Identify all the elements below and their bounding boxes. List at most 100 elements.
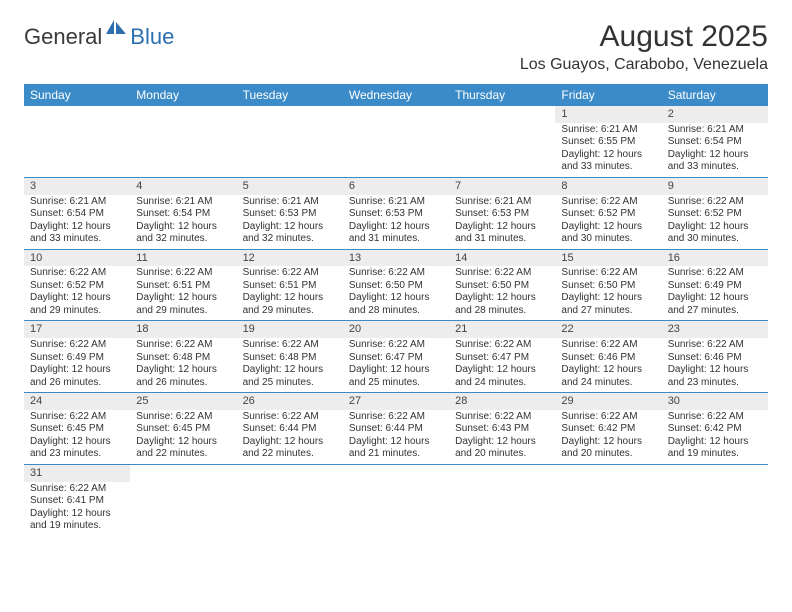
daylight-text-1: Daylight: 12 hours xyxy=(136,221,230,234)
day-number: 30 xyxy=(662,393,768,410)
day-number: 9 xyxy=(662,178,768,195)
daynum-cell: 8 xyxy=(555,177,661,194)
day-cell-body: Sunrise: 6:21 AMSunset: 6:54 PMDaylight:… xyxy=(662,123,768,177)
sunset-text: Sunset: 6:47 PM xyxy=(349,352,443,365)
weekday-header: Thursday xyxy=(449,84,555,106)
day-cell xyxy=(237,123,343,178)
daynum-cell: 30 xyxy=(662,393,768,410)
daylight-text-1: Daylight: 12 hours xyxy=(455,292,549,305)
day-cell-body: Sunrise: 6:22 AMSunset: 6:42 PMDaylight:… xyxy=(555,410,661,464)
day-cell-body: Sunrise: 6:22 AMSunset: 6:46 PMDaylight:… xyxy=(555,338,661,392)
day-number: 11 xyxy=(130,250,236,267)
daynum-row: 24252627282930 xyxy=(24,393,768,410)
daylight-text-2: and 22 minutes. xyxy=(243,448,337,461)
day-cell-body: Sunrise: 6:21 AMSunset: 6:53 PMDaylight:… xyxy=(237,195,343,249)
daylight-text-2: and 25 minutes. xyxy=(243,377,337,390)
sunrise-text: Sunrise: 6:22 AM xyxy=(349,339,443,352)
day-cell: Sunrise: 6:21 AMSunset: 6:54 PMDaylight:… xyxy=(662,123,768,178)
day-number: 25 xyxy=(130,393,236,410)
day-cell-body xyxy=(343,123,449,140)
sunset-text: Sunset: 6:53 PM xyxy=(243,208,337,221)
daylight-text-1: Daylight: 12 hours xyxy=(668,149,762,162)
day-cell-body: Sunrise: 6:22 AMSunset: 6:50 PMDaylight:… xyxy=(449,266,555,320)
daynum-row: 3456789 xyxy=(24,177,768,194)
daylight-text-2: and 33 minutes. xyxy=(30,233,124,246)
sunrise-text: Sunrise: 6:22 AM xyxy=(561,339,655,352)
daynum-cell: 22 xyxy=(555,321,661,338)
sunset-text: Sunset: 6:42 PM xyxy=(668,423,762,436)
sunset-text: Sunset: 6:54 PM xyxy=(136,208,230,221)
day-cell: Sunrise: 6:21 AMSunset: 6:53 PMDaylight:… xyxy=(449,195,555,250)
day-cell: Sunrise: 6:22 AMSunset: 6:44 PMDaylight:… xyxy=(343,410,449,465)
daynum-cell xyxy=(662,464,768,481)
sunrise-text: Sunrise: 6:22 AM xyxy=(455,339,549,352)
day-cell xyxy=(130,123,236,178)
day-cell-body: Sunrise: 6:22 AMSunset: 6:44 PMDaylight:… xyxy=(343,410,449,464)
sunrise-text: Sunrise: 6:22 AM xyxy=(136,339,230,352)
daylight-text-2: and 32 minutes. xyxy=(243,233,337,246)
empty-day-number xyxy=(662,465,768,482)
day-cell: Sunrise: 6:22 AMSunset: 6:42 PMDaylight:… xyxy=(662,410,768,465)
daylight-text-2: and 24 minutes. xyxy=(561,377,655,390)
daylight-text-1: Daylight: 12 hours xyxy=(668,221,762,234)
day-cell-body: Sunrise: 6:22 AMSunset: 6:41 PMDaylight:… xyxy=(24,482,130,536)
daynum-cell xyxy=(24,106,130,123)
week-row: Sunrise: 6:22 AMSunset: 6:49 PMDaylight:… xyxy=(24,338,768,393)
day-cell: Sunrise: 6:22 AMSunset: 6:48 PMDaylight:… xyxy=(130,338,236,393)
sunrise-text: Sunrise: 6:21 AM xyxy=(455,196,549,209)
daylight-text-2: and 22 minutes. xyxy=(136,448,230,461)
day-number: 23 xyxy=(662,321,768,338)
daynum-cell: 9 xyxy=(662,177,768,194)
empty-day-number xyxy=(449,106,555,123)
sunrise-text: Sunrise: 6:22 AM xyxy=(668,267,762,280)
day-number: 12 xyxy=(237,250,343,267)
day-cell xyxy=(449,123,555,178)
daylight-text-1: Daylight: 12 hours xyxy=(30,436,124,449)
daynum-cell: 27 xyxy=(343,393,449,410)
daylight-text-2: and 24 minutes. xyxy=(455,377,549,390)
day-cell-body: Sunrise: 6:22 AMSunset: 6:52 PMDaylight:… xyxy=(662,195,768,249)
daynum-row: 10111213141516 xyxy=(24,249,768,266)
day-cell: Sunrise: 6:22 AMSunset: 6:45 PMDaylight:… xyxy=(24,410,130,465)
day-number: 22 xyxy=(555,321,661,338)
day-cell-body xyxy=(237,123,343,140)
title-block: August 2025 Los Guayos, Carabobo, Venezu… xyxy=(520,20,768,74)
daylight-text-1: Daylight: 12 hours xyxy=(668,436,762,449)
day-cell-body: Sunrise: 6:21 AMSunset: 6:53 PMDaylight:… xyxy=(343,195,449,249)
daylight-text-1: Daylight: 12 hours xyxy=(455,221,549,234)
sunset-text: Sunset: 6:53 PM xyxy=(455,208,549,221)
empty-day-number xyxy=(237,106,343,123)
sunset-text: Sunset: 6:51 PM xyxy=(243,280,337,293)
sunset-text: Sunset: 6:47 PM xyxy=(455,352,549,365)
daylight-text-1: Daylight: 12 hours xyxy=(30,292,124,305)
daylight-text-1: Daylight: 12 hours xyxy=(30,364,124,377)
daynum-cell: 21 xyxy=(449,321,555,338)
daylight-text-2: and 20 minutes. xyxy=(455,448,549,461)
daynum-cell: 24 xyxy=(24,393,130,410)
day-cell-body: Sunrise: 6:22 AMSunset: 6:47 PMDaylight:… xyxy=(343,338,449,392)
day-cell-body: Sunrise: 6:22 AMSunset: 6:50 PMDaylight:… xyxy=(555,266,661,320)
day-number: 29 xyxy=(555,393,661,410)
daynum-cell: 23 xyxy=(662,321,768,338)
day-cell-body: Sunrise: 6:22 AMSunset: 6:52 PMDaylight:… xyxy=(24,266,130,320)
day-cell-body: Sunrise: 6:22 AMSunset: 6:45 PMDaylight:… xyxy=(24,410,130,464)
daylight-text-1: Daylight: 12 hours xyxy=(561,436,655,449)
sunset-text: Sunset: 6:43 PM xyxy=(455,423,549,436)
day-cell xyxy=(343,482,449,536)
day-cell: Sunrise: 6:22 AMSunset: 6:52 PMDaylight:… xyxy=(24,266,130,321)
empty-day-number xyxy=(343,465,449,482)
weekday-header: Friday xyxy=(555,84,661,106)
day-number: 28 xyxy=(449,393,555,410)
daylight-text-2: and 32 minutes. xyxy=(136,233,230,246)
day-cell-body xyxy=(555,482,661,499)
daylight-text-1: Daylight: 12 hours xyxy=(455,364,549,377)
day-cell-body: Sunrise: 6:21 AMSunset: 6:54 PMDaylight:… xyxy=(24,195,130,249)
weekday-header: Saturday xyxy=(662,84,768,106)
daylight-text-1: Daylight: 12 hours xyxy=(136,436,230,449)
sunrise-text: Sunrise: 6:21 AM xyxy=(349,196,443,209)
daynum-cell: 28 xyxy=(449,393,555,410)
sunset-text: Sunset: 6:50 PM xyxy=(349,280,443,293)
sunrise-text: Sunrise: 6:21 AM xyxy=(243,196,337,209)
sail-icon xyxy=(106,20,128,41)
sunset-text: Sunset: 6:55 PM xyxy=(561,136,655,149)
